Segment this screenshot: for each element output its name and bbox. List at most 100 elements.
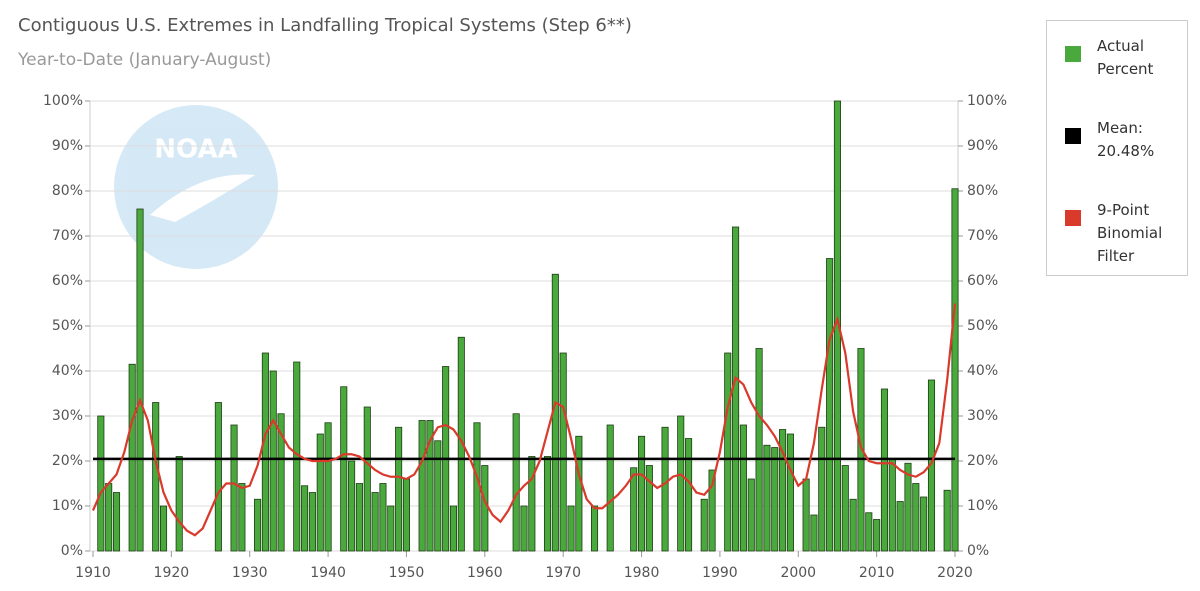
bar xyxy=(857,348,865,552)
bar xyxy=(269,370,277,552)
bar xyxy=(724,352,732,552)
legend-item: Actual Percent xyxy=(1065,35,1179,81)
bar xyxy=(105,483,113,552)
bar xyxy=(943,489,951,552)
bar xyxy=(747,478,755,552)
bar xyxy=(841,465,849,552)
bar xyxy=(661,426,669,552)
bar xyxy=(849,498,857,552)
bar xyxy=(402,478,410,552)
bar xyxy=(340,386,348,552)
bar xyxy=(818,426,826,552)
bar xyxy=(136,208,144,552)
chart-title: Contiguous U.S. Extremes in Landfalling … xyxy=(18,15,632,36)
legend-label: 9-Point Binomial Filter xyxy=(1097,201,1163,265)
bar xyxy=(175,456,183,552)
bar xyxy=(379,483,387,552)
x-tick-label: 2000 xyxy=(780,565,816,581)
y2-tick-label: 90% xyxy=(967,138,998,154)
bar xyxy=(888,458,896,552)
bar xyxy=(904,462,912,552)
x-tick-label: 1970 xyxy=(545,565,581,581)
bar xyxy=(912,483,920,552)
bar xyxy=(277,413,285,552)
y2-tick-label: 20% xyxy=(967,453,998,469)
y2-tick-label: 60% xyxy=(967,273,998,289)
bar xyxy=(567,505,575,552)
bar xyxy=(457,336,465,552)
legend-item: Mean: 20.48% xyxy=(1065,117,1179,163)
chart: Contiguous U.S. Extremes in Landfalling … xyxy=(17,15,1007,581)
bar xyxy=(896,501,904,552)
bar xyxy=(786,433,794,552)
bar xyxy=(559,352,567,552)
bar xyxy=(700,498,708,552)
y-tick-label: 20% xyxy=(52,453,83,469)
bar xyxy=(434,440,442,552)
x-tick-label: 2020 xyxy=(937,565,973,581)
x-tick-label: 1980 xyxy=(624,565,660,581)
y2-tick-label: 0% xyxy=(967,543,989,559)
bar xyxy=(873,519,881,552)
chart-subtitle: Year-to-Date (January-August) xyxy=(17,50,271,70)
bar xyxy=(112,492,121,552)
bar xyxy=(308,492,316,552)
y-tick-label: 50% xyxy=(52,318,83,334)
bar xyxy=(152,402,160,552)
bar xyxy=(810,514,818,552)
bar xyxy=(395,426,403,552)
legend-swatch xyxy=(1065,46,1081,62)
y2-tick-label: 80% xyxy=(967,183,998,199)
bar xyxy=(951,188,959,552)
bar xyxy=(755,348,763,552)
bar xyxy=(261,352,269,552)
y2-tick-label: 100% xyxy=(967,93,1007,109)
bar xyxy=(779,429,787,552)
y-tick-label: 100% xyxy=(43,93,83,109)
bar xyxy=(301,485,309,552)
y-tick-label: 30% xyxy=(52,408,83,424)
x-tick-label: 1950 xyxy=(389,565,425,581)
bar xyxy=(590,505,599,552)
bar xyxy=(159,505,168,552)
bar xyxy=(802,478,810,552)
y-tick-label: 80% xyxy=(52,183,83,199)
legend-label: Actual Percent xyxy=(1097,37,1154,78)
logo-wing xyxy=(150,174,255,222)
bar xyxy=(355,483,363,552)
y2-tick-label: 40% xyxy=(967,363,998,379)
x-tick-label: 1910 xyxy=(75,565,111,581)
y-tick-label: 60% xyxy=(52,273,83,289)
filter-line xyxy=(91,303,957,537)
bar xyxy=(771,447,779,552)
bar xyxy=(865,512,873,552)
bar xyxy=(387,505,395,552)
y2-tick-label: 50% xyxy=(967,318,998,334)
bar xyxy=(348,460,356,552)
y-tick-label: 40% xyxy=(52,363,83,379)
legend-swatch xyxy=(1065,128,1081,144)
y-tick-label: 90% xyxy=(52,138,83,154)
x-tick-label: 1940 xyxy=(310,565,346,581)
bar xyxy=(316,433,324,552)
bar xyxy=(324,422,332,552)
bar xyxy=(708,469,716,552)
bar xyxy=(238,483,246,552)
x-tick-label: 1920 xyxy=(154,565,190,581)
bar xyxy=(543,456,552,552)
y-tick-label: 10% xyxy=(52,498,83,514)
y2-tick-label: 70% xyxy=(967,228,998,244)
y2-tick-label: 10% xyxy=(967,498,998,514)
bar xyxy=(606,424,614,552)
bar xyxy=(685,438,693,552)
y-tick-label: 0% xyxy=(61,543,83,559)
legend-item: 9-Point Binomial Filter xyxy=(1065,199,1179,268)
bar xyxy=(254,498,262,552)
bar xyxy=(214,402,222,552)
bar xyxy=(371,492,379,552)
y-tick-label: 70% xyxy=(52,228,83,244)
x-tick-label: 2010 xyxy=(859,565,895,581)
bar xyxy=(426,420,434,552)
bar xyxy=(880,388,889,552)
